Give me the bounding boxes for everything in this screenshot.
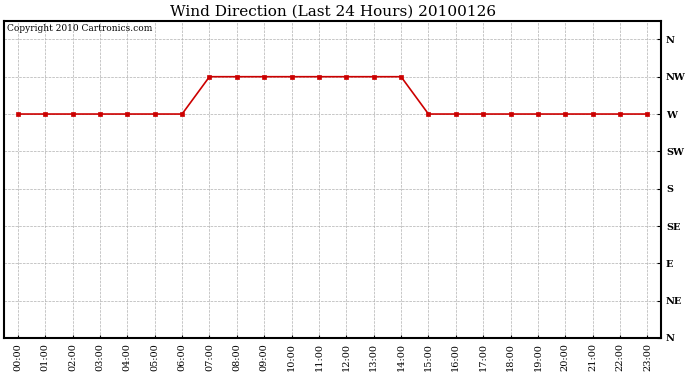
Text: Copyright 2010 Cartronics.com: Copyright 2010 Cartronics.com bbox=[8, 24, 152, 33]
Title: Wind Direction (Last 24 Hours) 20100126: Wind Direction (Last 24 Hours) 20100126 bbox=[170, 4, 495, 18]
